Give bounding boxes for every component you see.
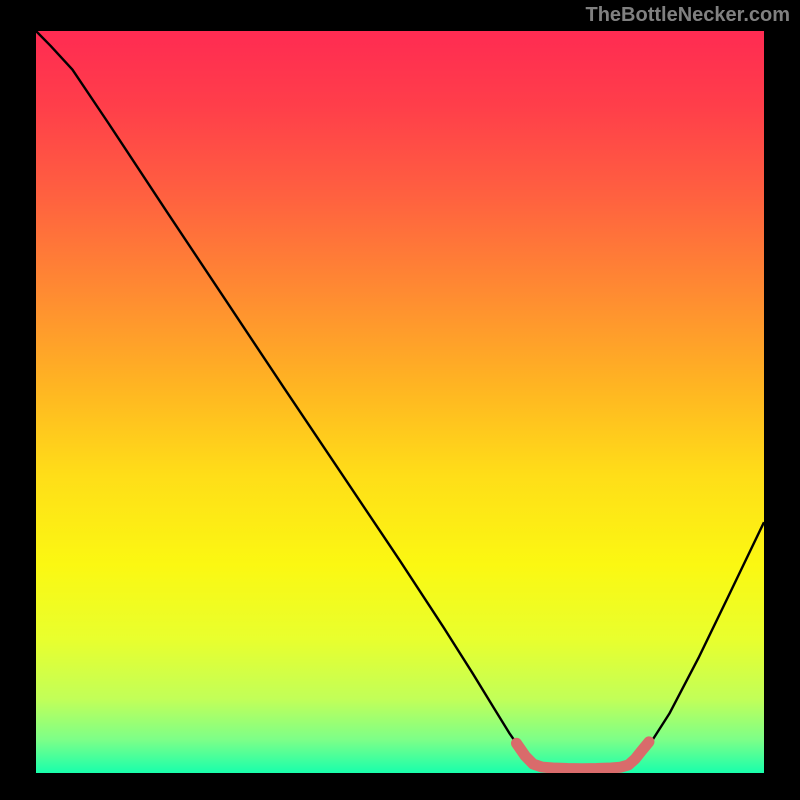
bottleneck-curve-path bbox=[36, 31, 764, 770]
canvas-root: TheBottleNecker.com bbox=[0, 0, 800, 800]
trough-highlight-path bbox=[516, 742, 649, 769]
curve-layer bbox=[36, 31, 764, 773]
watermark-text: TheBottleNecker.com bbox=[585, 4, 790, 27]
plot-area bbox=[36, 31, 764, 773]
